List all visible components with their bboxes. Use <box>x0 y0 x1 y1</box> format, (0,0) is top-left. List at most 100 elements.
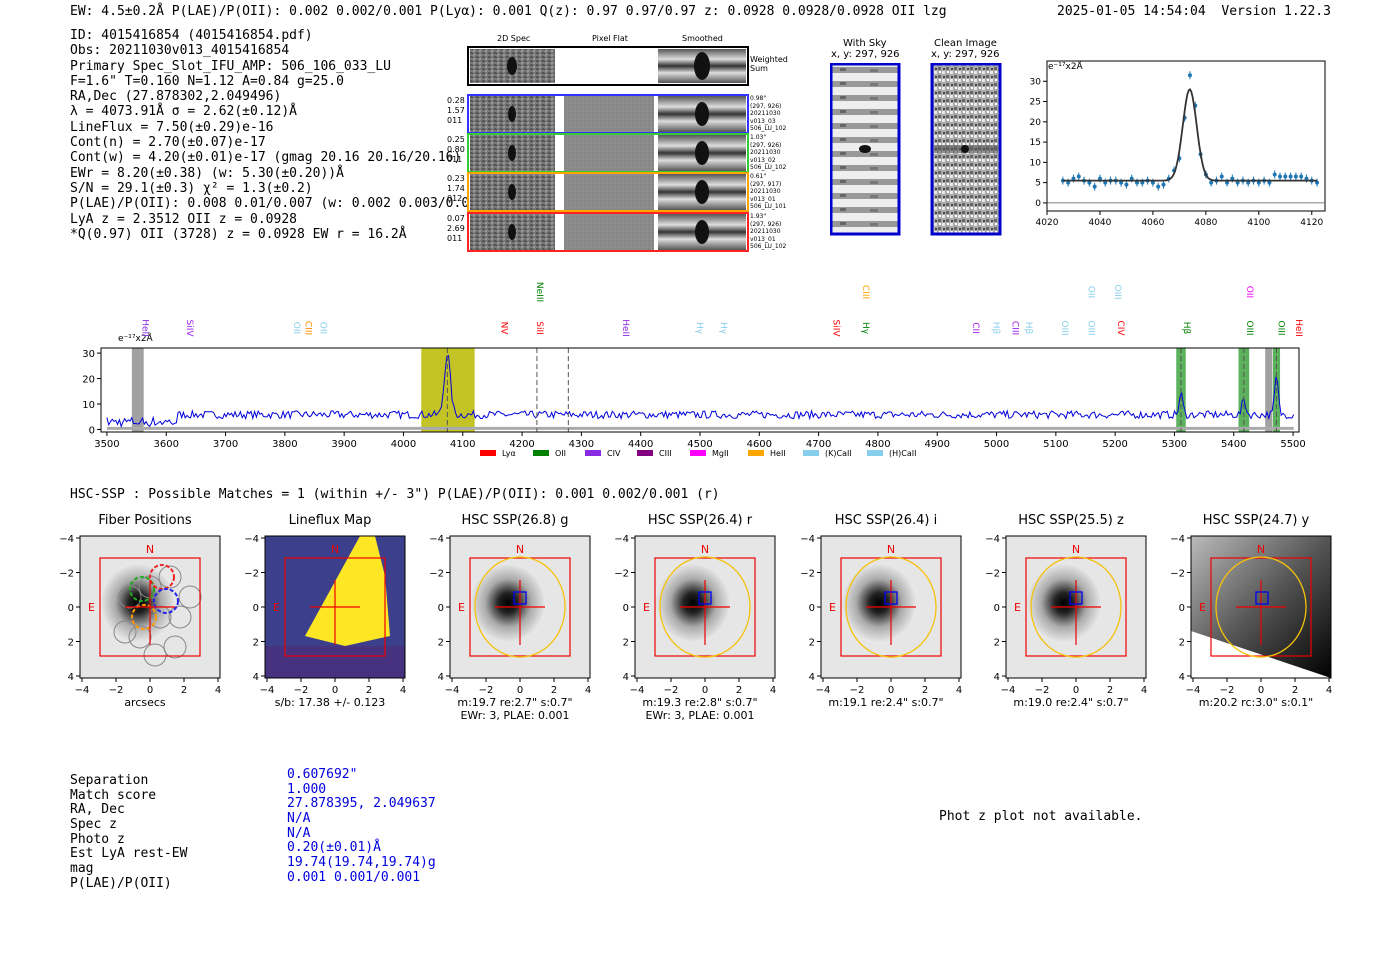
linefit-point <box>1315 180 1320 185</box>
x-tick-label: −4 <box>630 685 645 696</box>
spectrum-dashed-lines <box>446 348 1277 432</box>
linefit-ytick-label: 25 <box>1030 98 1041 108</box>
x-tick-label: −4 <box>816 685 831 696</box>
linefit-point <box>1097 176 1102 181</box>
spectrum-xtick-label: 4000 <box>391 439 416 450</box>
spectrum-xtick-label: 3800 <box>272 439 297 450</box>
spectrum-line-label: SiIV <box>184 319 194 337</box>
x-tick-label: 4 <box>215 685 221 696</box>
timestamp: 2025-01-05 14:54:04 Version 1.22.3 <box>1057 4 1331 19</box>
aperture-ellipse <box>845 556 937 658</box>
y-tick-label: 2 <box>809 638 815 649</box>
with-sky-coord: x, y: 297, 926 <box>831 49 900 60</box>
north-marker: N <box>331 543 339 556</box>
hsc-title: HSC-SSP : Possible Matches = 1 (within +… <box>70 487 720 502</box>
legend-label: MgII <box>712 449 729 458</box>
east-marker: E <box>1199 601 1206 614</box>
legend-label: (K)CaII <box>825 449 852 458</box>
fiber-circle <box>118 585 142 609</box>
y-tick-label: −2 <box>800 569 815 580</box>
x-tick-label: 4 <box>770 685 776 696</box>
east-marker: E <box>829 601 836 614</box>
clean-image-title: Clean Image <box>934 38 997 49</box>
sky-cutouts <box>830 63 1002 236</box>
x-tick-label: −2 <box>479 685 494 696</box>
info-line: Primary Spec_Slot_IFU_AMP: 506_106_033_L… <box>70 58 391 74</box>
spectrum-line-label: SiII <box>534 321 544 335</box>
spectrum-xtick-label: 3900 <box>331 439 356 450</box>
aperture-box <box>1210 557 1312 657</box>
x-tick-label: 2 <box>736 685 742 696</box>
fiber-circle <box>113 620 137 644</box>
match-value: 0.607692" <box>287 767 358 782</box>
cutout-right-value: v013_01 <box>750 235 776 243</box>
north-marker: N <box>1072 543 1080 556</box>
aperture-box <box>654 557 756 657</box>
y-tick-label: 2 <box>253 638 259 649</box>
spectrum-xtick-label: 5200 <box>1102 439 1127 450</box>
y-tick-label: −2 <box>244 569 259 580</box>
linefit-point <box>1230 176 1235 181</box>
north-marker: N <box>1257 543 1265 556</box>
hsc-image-blank <box>1191 631 1331 678</box>
linefit-units: e⁻¹⁷x2Å <box>1048 62 1083 72</box>
linefit-curve <box>1062 88 1318 182</box>
linefit-point <box>1277 174 1282 179</box>
spectrum-xtick-label: 4900 <box>925 439 950 450</box>
legend-label: CIV <box>607 449 621 458</box>
fiber-green <box>129 576 155 602</box>
col-header-2dspec: 2D Spec <box>497 34 531 43</box>
col-header-smoothed: Smoothed <box>682 34 723 43</box>
spectrum-xtick-label: 5000 <box>984 439 1009 450</box>
spectrum-line-label: OIII <box>1059 320 1069 335</box>
cutout-right-value: 506_LU_102 <box>750 164 787 171</box>
spectrum-band <box>1265 348 1273 432</box>
info-line: ID: 4015416854 (4015416854.pdf) <box>70 28 313 43</box>
legend-label: HeII <box>770 449 786 458</box>
match-value: 27.878395, 2.049637 <box>287 796 436 812</box>
x-tick-label: 4 <box>956 685 962 696</box>
cutout-row <box>467 133 749 173</box>
cutout-right-value: v013_01 <box>750 195 776 203</box>
spectrum-ytick-label: 10 <box>82 400 95 411</box>
y-tick-label: 4 <box>1179 672 1185 683</box>
east-marker: E <box>458 601 465 614</box>
x-tick-label: −4 <box>1001 685 1016 696</box>
info-line: Cont(n) = 2.70(±0.07)e-17 <box>70 135 266 151</box>
info-line: Cont(w) = 4.20(±0.01)e-17 (gmag 20.16 20… <box>70 150 462 166</box>
match-labels: Separation Match score RA, Dec Spec z Ph… <box>70 773 187 892</box>
linefit-ytick-label: 0 <box>1035 199 1041 209</box>
east-marker: E <box>1014 601 1021 614</box>
cutout-right-value: v013_03 <box>750 117 776 125</box>
legend-label: Lyα <box>502 449 516 458</box>
cutout-right-label: 1.03" (297, 926) 20211030 v013_02 506_LU_102 <box>750 134 786 172</box>
north-marker: N <box>516 543 524 556</box>
x-tick-label: 2 <box>1107 685 1113 696</box>
linefit-point <box>1103 180 1108 185</box>
match-label: RA, Dec <box>70 802 125 818</box>
x-tick-label: 0 <box>147 685 153 696</box>
x-tick-label: 0 <box>888 685 894 696</box>
y-tick-label: 0 <box>809 603 815 614</box>
x-tick-label: −2 <box>109 685 124 696</box>
linefit-point <box>1119 180 1124 185</box>
match-value: N/A <box>287 811 311 827</box>
clean-image <box>930 63 1002 236</box>
y-tick-label: 4 <box>809 672 815 683</box>
y-tick-label: 2 <box>68 638 74 649</box>
info-line: EWr = 8.20(±0.38) (w: 5.30(±0.20))Å <box>70 165 344 181</box>
spectrum-line-label: OII <box>1244 286 1254 298</box>
linefit-point <box>1256 180 1261 185</box>
spectrum-line <box>106 354 1295 428</box>
x-tick-label: 2 <box>922 685 928 696</box>
y-tick-label: 4 <box>438 672 444 683</box>
spectrum-line-label: CIV <box>1115 320 1125 336</box>
y-tick-label: −4 <box>244 534 259 545</box>
aperture-box <box>840 557 942 657</box>
spectrum-xtick-label: 3600 <box>154 439 179 450</box>
x-tick-label: 4 <box>1326 685 1332 696</box>
legend-swatch <box>867 450 883 456</box>
hsc-panel-caption: m:20.2 rc:3.0" s:0.1" <box>1198 696 1314 709</box>
spectrum-xtick-label: 5400 <box>1221 439 1246 450</box>
